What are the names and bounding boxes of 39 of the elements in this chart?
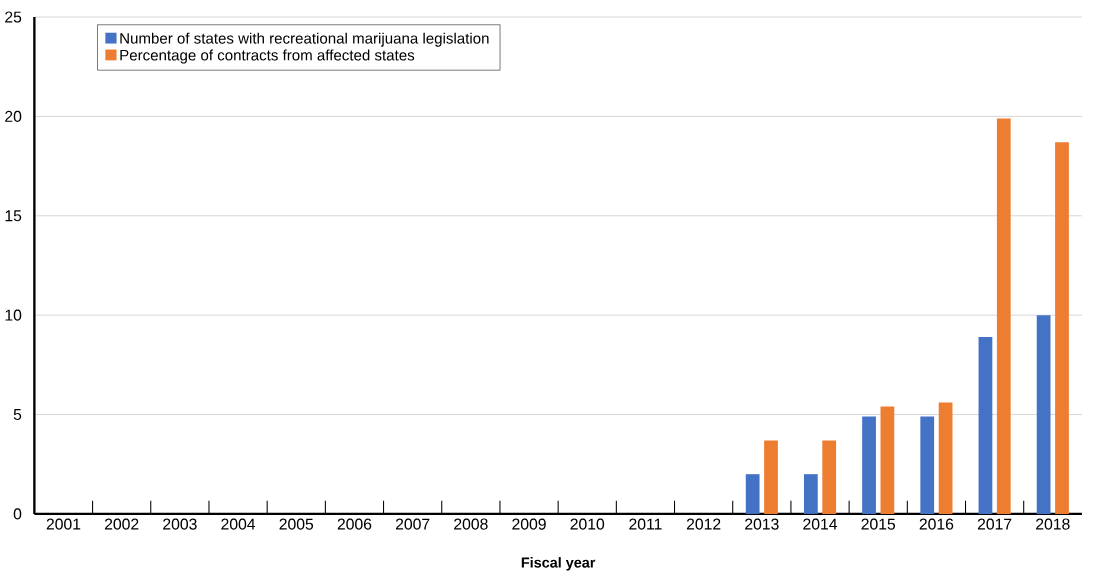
bar: [1055, 142, 1069, 514]
x-tick-label: 2016: [919, 518, 954, 530]
x-tick-label: 2013: [745, 518, 779, 530]
y-tick-label: 25: [5, 11, 22, 23]
x-tick-label: 2007: [395, 518, 430, 530]
bar: [745, 474, 760, 514]
x-tick-label: 2008: [454, 518, 488, 530]
x-tick-label: 2015: [861, 518, 896, 530]
x-tick-label: 2018: [1036, 518, 1070, 530]
bar: [920, 416, 935, 514]
bar: [880, 406, 895, 514]
y-tick-label: 10: [5, 309, 22, 321]
x-tick-label: 2012: [686, 518, 721, 530]
bar: [978, 337, 993, 514]
x-tick-label: 2002: [104, 518, 139, 530]
legend-label: Percentage of contracts from affected states: [120, 49, 415, 64]
x-tick-label: 2006: [337, 518, 372, 530]
bar: [862, 416, 876, 514]
x-tick-label: 2009: [512, 518, 546, 530]
bar: [938, 402, 953, 514]
bar: [822, 440, 837, 514]
x-tick-label: 2001: [46, 518, 81, 530]
x-tick-label: 2003: [163, 518, 197, 530]
y-tick-label: 15: [5, 210, 22, 222]
x-tick-label: 2005: [279, 518, 314, 530]
x-tick-label: 2004: [221, 518, 256, 530]
x-tick-label: 2014: [803, 518, 838, 530]
bar: [1036, 315, 1051, 514]
legend-label: Number of states with recreational marijuana legislation: [120, 32, 489, 47]
y-tick-label: 5: [13, 409, 22, 421]
y-tick-label: 0: [13, 508, 22, 520]
bar: [803, 474, 818, 514]
bar: [996, 118, 1011, 514]
x-tick-label: 2017: [977, 518, 1012, 530]
x-tick-label: 2011: [629, 518, 662, 530]
x-tick-label: 2010: [570, 518, 605, 530]
bar: [764, 440, 778, 514]
y-tick-label: 20: [5, 110, 22, 122]
x-axis-title: Fiscal year: [521, 557, 596, 571]
